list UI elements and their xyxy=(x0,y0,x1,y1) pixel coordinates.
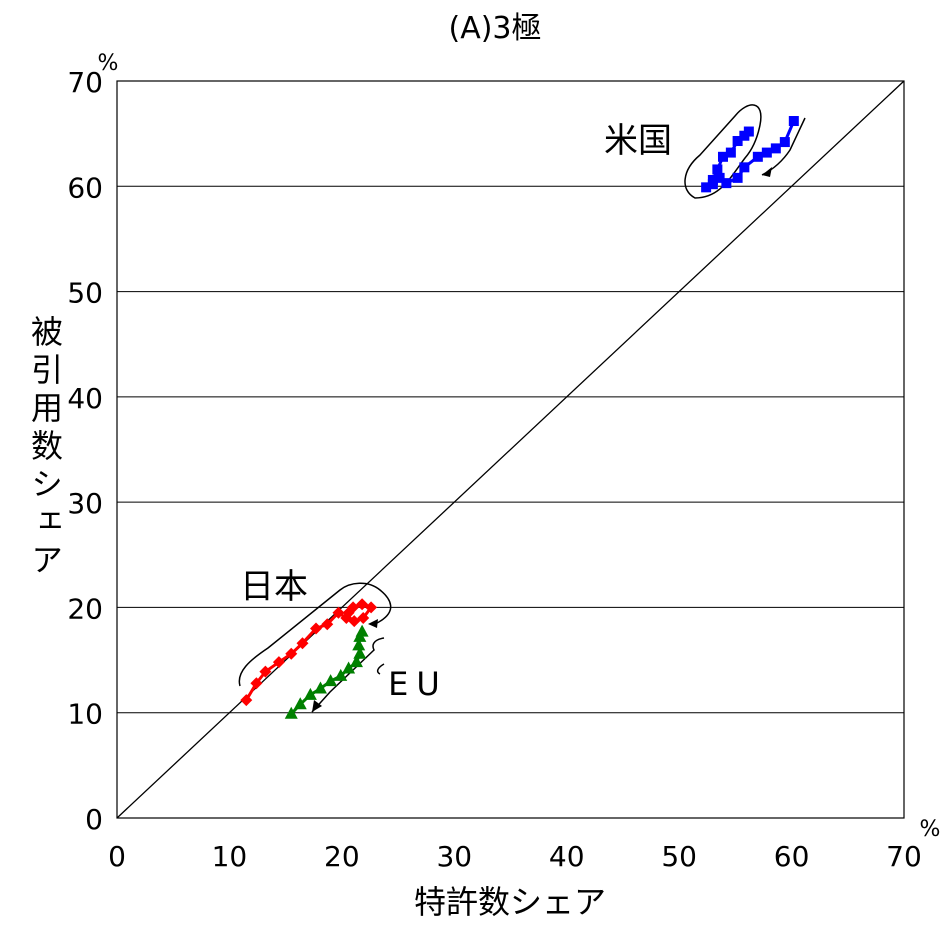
x-axis-unit: % xyxy=(920,817,941,842)
legend-label-japan: 日本 xyxy=(240,567,308,607)
data-point xyxy=(334,668,348,681)
data-point xyxy=(353,646,367,659)
legend-label-us: 米国 xyxy=(604,121,672,161)
data-point xyxy=(701,182,712,193)
data-point xyxy=(761,147,772,158)
japan-arrowhead xyxy=(368,619,378,628)
grid-layer xyxy=(117,185,904,714)
data-point xyxy=(739,162,750,173)
chart-title: (A)3極 xyxy=(448,11,541,46)
data-point xyxy=(285,647,298,660)
data-point xyxy=(732,172,743,183)
data-point xyxy=(309,622,322,635)
data-point xyxy=(365,601,378,614)
data-point xyxy=(272,656,285,669)
data-point xyxy=(303,687,317,700)
data-point xyxy=(240,694,253,707)
data-point xyxy=(352,638,366,651)
x-tick-label: 0 xyxy=(108,840,126,873)
x-tick-label: 50 xyxy=(661,840,697,873)
data-point xyxy=(714,172,725,183)
data-point xyxy=(313,681,327,694)
x-tick-label: 40 xyxy=(549,840,585,873)
data-point xyxy=(284,706,298,719)
data-point xyxy=(342,606,355,619)
data-point xyxy=(725,147,736,158)
series-line xyxy=(245,602,374,701)
x-tick-label: 70 xyxy=(886,840,922,873)
data-point xyxy=(732,136,743,147)
data-point xyxy=(707,174,718,185)
y-tick-label: 70 xyxy=(67,66,103,99)
data-point xyxy=(332,606,345,619)
us-arrowhead xyxy=(762,167,772,177)
diagonal-line xyxy=(116,80,905,819)
data-point xyxy=(743,126,754,137)
series-1 xyxy=(240,598,378,707)
x-tick-label: 30 xyxy=(436,840,472,873)
series-0 xyxy=(701,116,799,193)
y-axis-unit: % xyxy=(98,51,119,76)
y-axis-label: 被引用数シェア xyxy=(26,315,64,581)
y-tick-label: 50 xyxy=(67,277,103,310)
series-2 xyxy=(284,624,369,719)
y-tick-label: 40 xyxy=(67,382,103,415)
eu-arrow-annotation xyxy=(311,637,385,713)
data-point xyxy=(296,637,309,650)
data-point xyxy=(259,665,272,678)
data-point xyxy=(356,598,369,611)
us-loop-annotation xyxy=(684,104,762,199)
japan-loop-annotation xyxy=(238,582,392,687)
data-point xyxy=(752,151,763,162)
data-point xyxy=(721,178,732,189)
eu-arrowhead xyxy=(312,700,322,712)
data-point xyxy=(349,655,363,668)
data-point xyxy=(250,677,263,690)
x-tick-label: 10 xyxy=(212,840,248,873)
x-tick-label: 60 xyxy=(774,840,810,873)
data-point xyxy=(293,697,307,710)
eu-arrow-loop xyxy=(376,663,385,675)
y-tick-label: 10 xyxy=(67,698,103,731)
x-tick-label: 20 xyxy=(324,840,360,873)
data-point xyxy=(342,661,356,674)
data-point xyxy=(770,143,781,154)
y-tick-label: 60 xyxy=(67,171,103,204)
series-layer xyxy=(240,116,799,719)
data-point xyxy=(321,618,334,631)
data-point xyxy=(355,624,369,637)
legend-label-eu: EU xyxy=(388,665,448,703)
y-tick-label: 30 xyxy=(67,487,103,520)
data-point xyxy=(712,164,723,175)
plot-frame xyxy=(116,80,905,819)
data-point xyxy=(357,611,370,624)
data-point xyxy=(717,151,728,162)
data-point xyxy=(788,116,799,127)
y-tick-label: 20 xyxy=(67,592,103,625)
annotation-layer xyxy=(238,104,806,713)
data-point xyxy=(779,137,790,148)
axis-layer: 0 10 20 30 40 50 60 70 0 10 20 30 40 50 60 70 xyxy=(67,66,921,873)
data-point xyxy=(324,674,338,687)
y-tick-label: 0 xyxy=(85,803,103,836)
data-point xyxy=(348,615,361,628)
x-axis-label: 特許数シェア xyxy=(414,883,606,921)
